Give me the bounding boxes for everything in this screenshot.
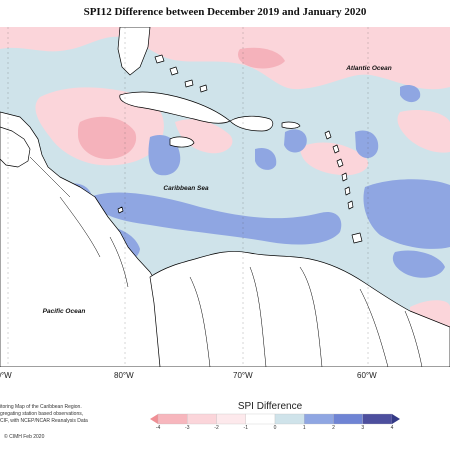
lon-label-60w: 60°W [357,371,377,380]
legend-swatch [304,413,334,425]
very-dry-anomaly-areas [78,47,285,159]
south-america-land [149,251,450,367]
florida-land [117,27,151,76]
lon-label-80w: 80°W [114,371,134,380]
map-title: SPI12 Difference between December 2019 a… [83,6,367,18]
caribbean-sea-label: Caribbean Sea [163,185,209,192]
pacific-ocean-label: Pacific Ocean [43,308,86,315]
hispaniola-land [229,115,274,132]
copyright-note: © CIMH Feb 2020 [4,434,45,440]
legend-tick-label: 1 [302,425,306,431]
legend-swatch [245,413,276,425]
cuba-land [119,91,231,124]
legend-title: SPI Difference [237,401,303,412]
yucatan-land [0,126,31,168]
puerto-rico-land [281,121,301,129]
legend-swatch [362,413,393,425]
legend-arrow-high [392,414,400,424]
jamaica-land [169,136,195,148]
legend-swatch [333,413,363,425]
notes-line-3: CIF, with NCEP/NCAR Reanalysis Data [0,418,88,424]
legend-tick-label: 3 [361,425,365,431]
legend-swatch [157,413,188,425]
notes-line-2: gregating station based observations, [0,411,84,417]
notes-line-1: itoring Map of the Caribbean Region. [0,404,82,410]
legend-tick-label: 0 [273,425,277,431]
land-masses [0,27,450,367]
lon-label-90w: 90°W [0,371,12,380]
spi-difference-map: Atlantic Ocean Caribbean Sea Pacific Oce… [0,27,450,367]
legend-tick-label: 4 [390,425,394,431]
longitude-gridlines [7,27,369,367]
legend-tick-label: -4 [155,425,161,431]
legend-arrow-low [150,414,158,424]
legend-swatch [216,413,246,425]
legend-tick-label: -3 [185,425,190,431]
atlantic-ocean-label: Atlantic Ocean [345,65,392,72]
country-borders [29,156,423,367]
legend-tick-label: -2 [214,425,219,431]
legend-swatch [187,413,217,425]
lon-label-70w: 70°W [233,371,253,380]
legend-tick-label: 2 [332,425,335,431]
legend-swatch [274,413,305,425]
legend-colorbar [150,413,400,425]
legend-tick-label: -1 [243,425,248,431]
